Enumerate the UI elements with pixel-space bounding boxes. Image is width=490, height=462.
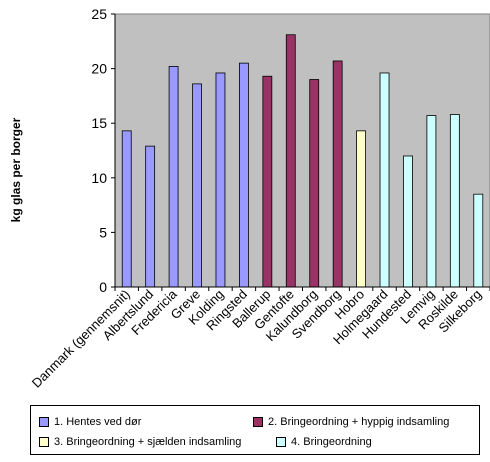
- bar: [379, 72, 390, 288]
- y-tick-label: 25: [91, 6, 107, 22]
- legend-swatch-3: [39, 437, 49, 447]
- bar: [473, 193, 484, 288]
- bar: [168, 66, 179, 288]
- y-tick-label: 5: [99, 224, 107, 240]
- legend-label-2: 2. Bringeordning + hyppig indsamling: [268, 416, 450, 428]
- bar: [426, 115, 437, 288]
- legend: 1. Hentes ved dør 2. Bringeordning + hyp…: [30, 405, 480, 455]
- legend-label-3: 3. Bringeordning + sjælden indsamling: [54, 436, 242, 448]
- bar: [403, 155, 413, 288]
- bar: [215, 72, 226, 288]
- legend-swatch-4: [276, 437, 286, 447]
- bar: [121, 130, 132, 288]
- bar: [285, 34, 296, 288]
- bar: [449, 114, 460, 288]
- bar: [192, 83, 202, 288]
- y-tick-label: 0: [99, 279, 107, 295]
- y-axis-label: kg glas per borger: [9, 117, 23, 222]
- bar: [145, 145, 156, 288]
- bar: [309, 79, 320, 288]
- bar: [262, 75, 273, 288]
- legend-item-3: 3. Bringeordning + sjælden indsamling: [39, 436, 241, 448]
- bar: [239, 62, 249, 288]
- y-tick-label: 10: [91, 170, 107, 186]
- y-tick-label: 15: [91, 115, 107, 131]
- y-tick-label: 20: [91, 61, 107, 77]
- legend-item-4: 4. Bringeordning: [276, 436, 372, 448]
- legend-item-2: 2. Bringeordning + hyppig indsamling: [253, 416, 449, 428]
- legend-label-1: 1. Hentes ved dør: [54, 416, 142, 428]
- legend-swatch-2: [253, 417, 263, 427]
- x-tick-label: Danmark (gennemsnit): [29, 287, 133, 391]
- legend-label-4: 4. Bringeordning: [291, 436, 372, 448]
- bar: [356, 130, 366, 288]
- legend-swatch-1: [39, 417, 49, 427]
- bar: [332, 60, 343, 288]
- legend-item-1: 1. Hentes ved dør: [39, 416, 141, 428]
